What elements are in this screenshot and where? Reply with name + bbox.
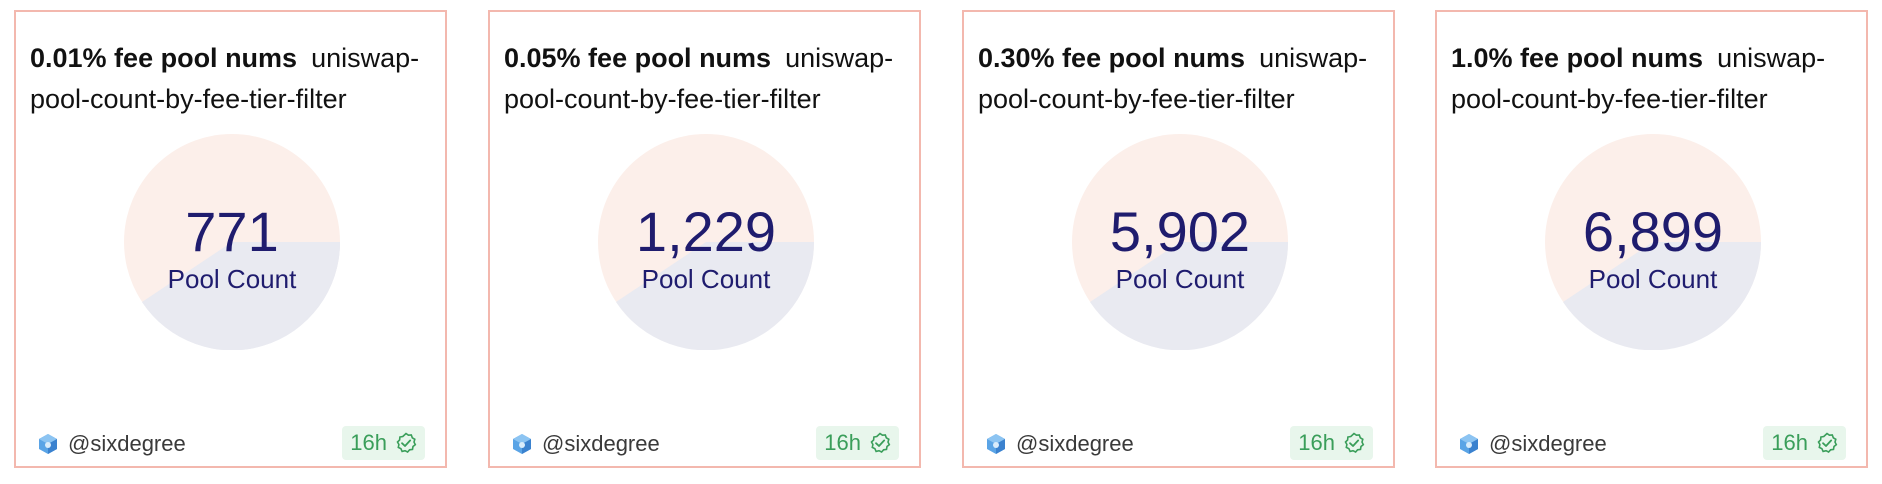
age-text: 16h [350,430,387,455]
pool-count-label: Pool Count [641,264,771,294]
pie-graphic [124,134,340,350]
cube-avatar-icon [39,434,57,454]
card-name[interactable]: 0.30% fee pool nums [978,43,1246,73]
card-slug[interactable]: uniswap-pool-count-by-fee-tier-filter [1451,43,1826,114]
cube-avatar-icon [1460,434,1478,454]
cube-avatar-icon [987,434,1005,454]
pool-count-label: Pool Count [1588,264,1718,294]
author[interactable]: @sixdegree [984,430,1134,458]
check-circle-icon [396,432,417,453]
author[interactable]: @sixdegree [36,430,186,458]
card-title: 0.01% fee pool nums uniswap-pool-count-by… [30,38,435,120]
card-name[interactable]: 0.01% fee pool nums [30,43,298,73]
dashboard-card-0-05-fee[interactable]: 0.05% fee pool nums uniswap-pool-count-by… [488,10,921,468]
refresh-age-badge: 16h [1763,426,1846,460]
pie-graphic [1072,134,1288,350]
pool-count-value: 1,229 [635,200,777,263]
author-name[interactable]: @sixdegree [68,431,186,456]
dashboard-card-1-0-fee[interactable]: 1.0% fee pool nums uniswap-pool-count-by-… [1435,10,1868,468]
author-name[interactable]: @sixdegree [1489,431,1607,456]
refresh-age-badge: 16h [342,426,425,460]
dashboard-card-0-30-fee[interactable]: 0.30% fee pool nums uniswap-pool-count-by… [962,10,1395,468]
author[interactable]: @sixdegree [510,430,660,458]
card-slug[interactable]: uniswap-pool-count-by-fee-tier-filter [978,43,1368,114]
pool-count-label: Pool Count [1115,264,1245,294]
card-name[interactable]: 1.0% fee pool nums [1451,43,1704,73]
check-circle-icon [870,432,891,453]
author[interactable]: @sixdegree [1457,430,1607,458]
refresh-age-badge: 16h [1290,426,1373,460]
dashboard-card-0-01-fee[interactable]: 0.01% fee pool nums uniswap-pool-count-by… [14,10,447,468]
cube-avatar-icon [513,434,531,454]
pool-count-value: 771 [185,200,279,263]
pool-count-value: 6,899 [1582,200,1724,263]
pie-chart: 6,899 Pool Count [1545,134,1761,350]
author-name[interactable]: @sixdegree [1016,431,1134,456]
card-slug[interactable]: uniswap-pool-count-by-fee-tier-filter [504,43,894,114]
pie-chart: 771 Pool Count [124,134,340,350]
pie-graphic [1545,134,1761,350]
card-name[interactable]: 0.05% fee pool nums [504,43,772,73]
age-text: 16h [1298,430,1335,455]
check-circle-icon [1817,432,1838,453]
pool-count-label: Pool Count [167,264,297,294]
card-title: 0.05% fee pool nums uniswap-pool-count-by… [504,38,909,120]
pool-count-value: 5,902 [1109,200,1251,263]
card-title: 1.0% fee pool nums uniswap-pool-count-by-… [1451,38,1856,120]
card-title: 0.30% fee pool nums uniswap-pool-count-by… [978,38,1383,120]
pie-chart: 5,902 Pool Count [1072,134,1288,350]
pie-graphic [598,134,814,350]
check-circle-icon [1344,432,1365,453]
refresh-age-badge: 16h [816,426,899,460]
pie-chart: 1,229 Pool Count [598,134,814,350]
age-text: 16h [824,430,861,455]
card-slug[interactable]: uniswap-pool-count-by-fee-tier-filter [30,43,420,114]
author-name[interactable]: @sixdegree [542,431,660,456]
age-text: 16h [1771,430,1808,455]
